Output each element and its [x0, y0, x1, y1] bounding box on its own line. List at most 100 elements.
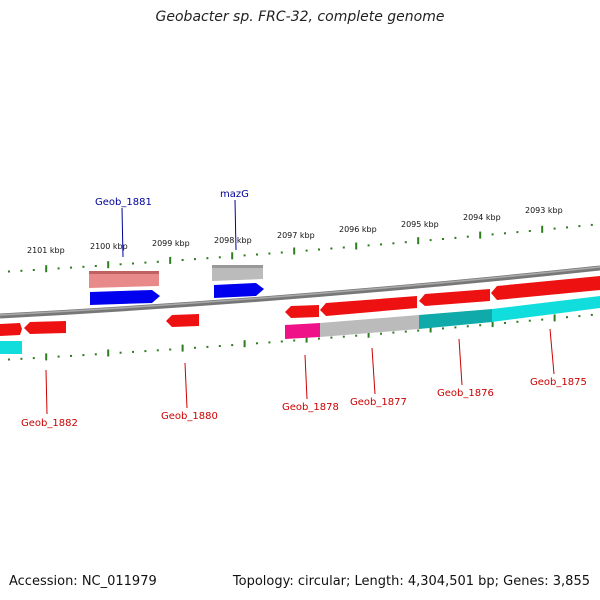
gene-label-geob-1877[interactable]: Geob_1877 [350, 397, 407, 408]
minor-tick [156, 260, 159, 263]
gene-label-geob-1880[interactable]: Geob_1880 [161, 411, 218, 422]
gene-red-geob-1878[interactable] [285, 305, 319, 318]
major-tick [45, 353, 48, 361]
lower-scale-axis [8, 313, 593, 361]
gene-red-geob-1875[interactable] [491, 276, 600, 300]
minor-tick [566, 226, 568, 229]
minor-tick [132, 350, 134, 353]
minor-tick [169, 348, 172, 351]
major-tick [491, 320, 494, 328]
minor-tick [429, 239, 432, 242]
tick-label: 2101 kbp [27, 246, 65, 255]
gene-label-mazg[interactable]: mazG [220, 189, 249, 200]
minor-tick [578, 225, 581, 228]
minor-tick [528, 230, 531, 232]
major-tick [107, 261, 110, 269]
forward-genes [89, 265, 264, 305]
tick-label: 2093 kbp [525, 206, 563, 215]
gene-geob-1881-blue[interactable] [90, 290, 160, 305]
minor-tick [8, 358, 10, 361]
minor-tick [392, 242, 395, 245]
minor-tick [504, 232, 506, 235]
minor-tick [466, 325, 469, 328]
minor-tick [342, 246, 345, 249]
gene-label-geob-1882[interactable]: Geob_1882 [21, 418, 78, 429]
major-tick [355, 242, 358, 250]
minor-tick [392, 331, 395, 334]
leader-geob-1876 [458, 338, 463, 386]
leader-geob-1881 [121, 207, 124, 258]
leader-mazg [234, 199, 237, 251]
gene-mazg-grey [212, 265, 263, 281]
tick-label: 2095 kbp [401, 220, 439, 229]
minor-tick [355, 334, 358, 337]
minor-tick [491, 233, 494, 236]
gene-magenta [285, 323, 320, 339]
minor-tick [516, 231, 519, 234]
minor-tick [305, 249, 308, 252]
minor-tick [504, 322, 506, 324]
minor-tick [268, 341, 271, 344]
minor-tick [256, 342, 258, 345]
minor-tick [404, 241, 407, 244]
major-tick [107, 349, 110, 357]
gene-mazg-grey-top [212, 265, 263, 268]
minor-tick [231, 344, 234, 347]
map-title: Geobacter sp. FRC-32, complete genome [155, 9, 445, 25]
minor-tick [318, 248, 320, 251]
gene-label-geob-1881[interactable]: Geob_1881 [95, 197, 152, 208]
gene-grey-lower [320, 315, 419, 337]
gene-red-geob-1877[interactable] [320, 296, 417, 316]
gene-label-geob-1878[interactable]: Geob_1878 [282, 402, 339, 413]
minor-tick [132, 262, 134, 265]
minor-tick [70, 354, 72, 357]
minor-tick [82, 354, 85, 357]
gene-red-geob-1880[interactable] [166, 314, 199, 327]
tick-label: 2099 kbp [152, 239, 190, 248]
minor-tick [479, 324, 482, 327]
minor-tick [454, 326, 457, 329]
major-tick [367, 330, 370, 338]
major-tick [231, 252, 234, 260]
minor-tick [243, 254, 246, 257]
major-tick [479, 231, 482, 239]
minor-tick [20, 269, 23, 272]
gene-label-geob-1876[interactable]: Geob_1876 [437, 388, 494, 399]
minor-tick [466, 235, 469, 238]
minor-tick [590, 223, 593, 226]
genome-backbone [0, 265, 600, 319]
major-tick [45, 265, 48, 273]
minor-tick [119, 263, 122, 266]
minor-tick [590, 313, 593, 316]
gene-red-geob-1882[interactable] [24, 321, 66, 334]
gene-red-left[interactable] [0, 323, 22, 336]
minor-tick [144, 350, 147, 353]
major-tick [181, 344, 184, 352]
reverse-genes [0, 276, 600, 354]
gene-red-geob-1876[interactable] [419, 289, 490, 306]
minor-tick [566, 316, 568, 319]
gene-geob-1881-shadow [89, 271, 159, 288]
minor-tick [404, 330, 407, 333]
tick-label: 2097 kbp [277, 231, 315, 240]
major-tick [293, 247, 296, 255]
minor-tick [218, 256, 221, 259]
major-tick [243, 340, 246, 348]
minor-tick [206, 345, 209, 348]
minor-tick [318, 337, 320, 340]
minor-tick [342, 335, 345, 338]
minor-tick [528, 319, 531, 322]
genome-backbone-highlight [0, 266, 600, 316]
gene-label-geob-1875[interactable]: Geob_1875 [530, 377, 587, 388]
leader-geob-1875 [549, 328, 555, 375]
gene-mazg-blue[interactable] [214, 283, 264, 298]
gene-cyan-left [0, 341, 22, 354]
minor-tick [194, 346, 196, 349]
minor-tick [454, 236, 457, 239]
minor-tick [144, 261, 147, 264]
minor-tick [293, 339, 296, 342]
minor-tick [330, 336, 333, 339]
minor-tick [218, 345, 221, 347]
leader-geob-1880 [184, 362, 188, 409]
upper-scale-axis [8, 223, 593, 273]
